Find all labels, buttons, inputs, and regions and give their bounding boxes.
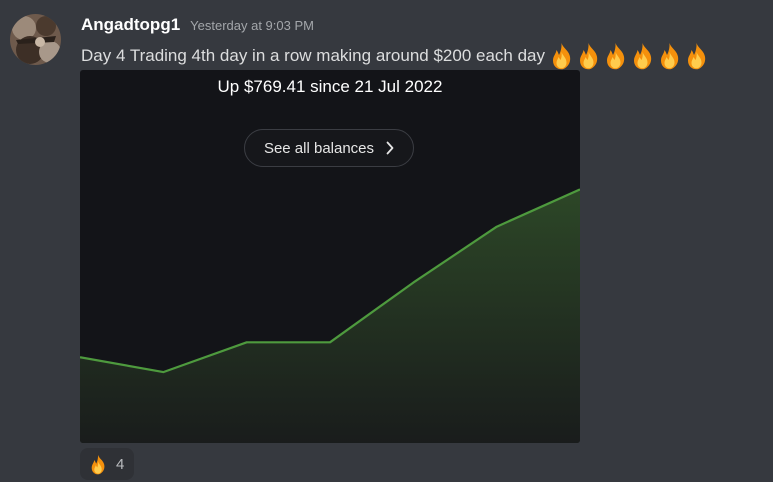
message-header: Angadtopg1 Yesterday at 9:03 PM bbox=[81, 15, 314, 41]
timestamp[interactable]: Yesterday at 9:03 PM bbox=[190, 18, 314, 33]
see-all-balances-button[interactable]: See all balances bbox=[244, 129, 414, 167]
image-attachment[interactable]: Up $769.41 since 21 Jul 2022 See all bal… bbox=[80, 70, 580, 443]
fire-emoji-icon bbox=[602, 42, 629, 70]
reaction-fire[interactable]: 4 bbox=[80, 448, 134, 480]
fire-emoji-icon bbox=[683, 42, 710, 70]
series-line bbox=[80, 188, 580, 374]
reaction-count: 4 bbox=[116, 455, 125, 473]
fire-emoji-icon bbox=[575, 42, 602, 70]
see-all-balances-label: See all balances bbox=[263, 139, 375, 157]
message-content: Day 4 Trading 4th day in a row making ar… bbox=[81, 40, 710, 72]
message-text: Day 4 Trading 4th day in a row making ar… bbox=[81, 46, 546, 65]
balance-summary: Up $769.41 since 21 Jul 2022 bbox=[217, 77, 443, 96]
fire-emoji-icon bbox=[548, 42, 575, 70]
avatar[interactable] bbox=[10, 14, 61, 65]
balance-chart bbox=[80, 188, 580, 443]
fire-emoji-icon bbox=[656, 42, 683, 70]
chevron-right-icon bbox=[386, 141, 394, 155]
fire-emoji-icon bbox=[88, 454, 108, 475]
fire-emoji-icon bbox=[629, 42, 656, 70]
emoji-row bbox=[548, 42, 710, 70]
username[interactable]: Angadtopg1 bbox=[81, 15, 181, 34]
series-area bbox=[80, 189, 580, 443]
